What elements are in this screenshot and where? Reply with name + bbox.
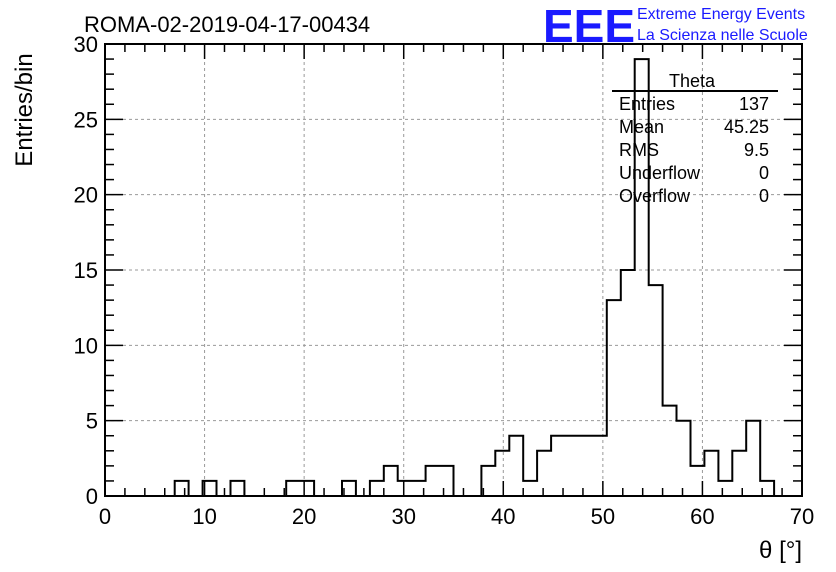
x-tick-label: 60 [690,504,714,529]
y-tick-label: 30 [74,32,98,57]
stats-label: Overflow [619,186,691,206]
eee-logo: EEE [543,0,635,52]
tick-labels: 0 10 20 30 40 50 60 70 0 5 10 15 20 25 30 [74,32,815,529]
x-tick-label: 10 [192,504,216,529]
branding-line-1: Extreme Energy Events [637,6,805,23]
y-tick-label: 10 [74,333,98,358]
y-tick-label: 5 [86,409,98,434]
x-tick-label: 70 [790,504,814,529]
stats-value: 45.25 [724,117,769,137]
x-axis-label: θ [°] [759,537,802,564]
eee-branding: EEE Extreme Energy Events La Scienza nel… [543,0,808,52]
stats-value: 0 [759,163,769,183]
x-tick-label: 30 [391,504,415,529]
y-tick-label: 15 [74,258,98,283]
x-tick-label: 20 [292,504,316,529]
stats-label: Underflow [619,163,701,183]
stats-value: 9.5 [744,140,769,160]
y-tick-label: 25 [74,107,98,132]
y-tick-label: 0 [86,484,98,509]
histogram-line [105,58,802,497]
stats-value: 0 [759,186,769,206]
stats-label: RMS [619,140,659,160]
stats-label: Mean [619,117,664,137]
y-axis-label: Entries/bin [11,53,38,166]
x-tick-label: 40 [491,504,515,529]
stats-rows: Entries 137 Mean 45.25 RMS 9.5 Underflow 0 Overf… [619,94,769,206]
chart-title: ROMA-02-2019-04-17-00434 [84,12,370,37]
stats-title: Theta [669,71,716,91]
y-tick-label: 20 [74,183,98,208]
grid-lines [105,44,802,496]
x-tick-label: 50 [591,504,615,529]
x-tick-label: 0 [99,504,111,529]
branding-line-2: La Scienza nelle Scuole [637,27,808,44]
axis-ticks [104,43,803,497]
stats-value: 137 [739,94,769,114]
stats-label: Entries [619,94,675,114]
stats-box: Theta Entries 137 Mean 45.25 RMS 9.5 Underflow… [612,71,778,206]
